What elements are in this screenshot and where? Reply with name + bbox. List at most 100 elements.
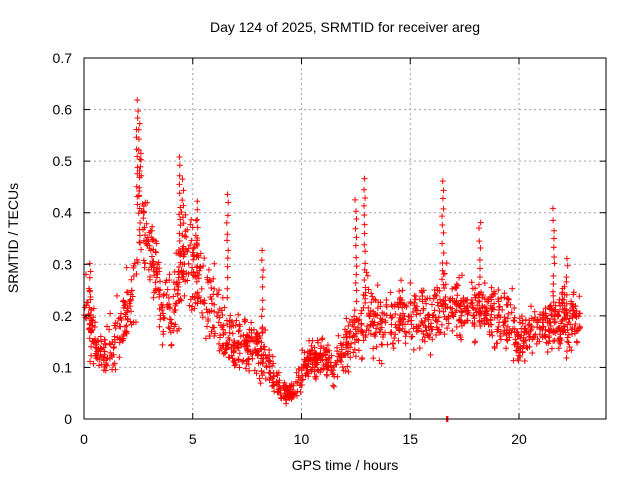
data-point (555, 345, 562, 352)
data-point (234, 344, 241, 351)
spike-point (563, 348, 570, 355)
data-point (489, 332, 496, 339)
data-point (263, 363, 270, 370)
data-point (213, 291, 220, 298)
spike-point (179, 176, 186, 183)
data-point (215, 340, 222, 347)
data-point (128, 287, 135, 294)
data-point (521, 340, 528, 347)
data-point (307, 356, 314, 363)
data-point (452, 283, 459, 290)
y-tick-label: 0.1 (53, 359, 73, 375)
data-point (403, 329, 410, 336)
data-point (205, 266, 212, 273)
data-point (575, 313, 582, 320)
data-point (152, 279, 159, 286)
data-point (367, 330, 374, 337)
data-point (368, 290, 375, 297)
data-point (487, 317, 494, 324)
data-point (402, 333, 409, 340)
data-point (275, 386, 282, 393)
y-tick-label: 0.2 (53, 308, 73, 324)
data-point (569, 313, 576, 320)
spike-point (194, 198, 201, 205)
spike-point (550, 244, 557, 251)
spike-point (194, 289, 201, 296)
data-point (122, 323, 129, 330)
data-point (102, 367, 109, 374)
data-point (219, 312, 226, 319)
data-point (248, 329, 255, 336)
data-point (331, 373, 338, 380)
data-point (116, 354, 123, 361)
data-point (128, 276, 135, 283)
data-point (458, 336, 465, 343)
data-point (481, 279, 488, 286)
data-point (302, 361, 309, 368)
data-point (159, 341, 166, 348)
data-point (156, 305, 163, 312)
data-point (251, 367, 258, 374)
spike-point (179, 197, 186, 204)
data-point (399, 287, 406, 294)
spike-point (439, 240, 446, 247)
spike-point (177, 204, 184, 211)
data-point (274, 372, 281, 379)
data-point (491, 345, 498, 352)
data-point (464, 304, 471, 311)
data-point (510, 317, 517, 324)
data-point (387, 289, 394, 296)
data-point (136, 239, 143, 246)
data-point (188, 216, 195, 223)
data-point (224, 321, 231, 328)
data-point (211, 308, 218, 315)
data-point (477, 323, 484, 330)
data-point (439, 267, 446, 274)
data-point (246, 367, 253, 374)
data-point (475, 305, 482, 312)
data-point (166, 271, 173, 278)
data-point (101, 348, 108, 355)
spike-point (194, 252, 201, 259)
spike-point (476, 256, 483, 263)
data-point (572, 321, 579, 328)
data-point (148, 234, 155, 241)
spike-point (176, 211, 183, 218)
data-point (156, 291, 163, 298)
data-point (188, 237, 195, 244)
data-point (189, 303, 196, 310)
spike-point (88, 352, 95, 359)
data-point (317, 352, 324, 359)
data-point (201, 300, 208, 307)
data-point (187, 296, 194, 303)
data-point (357, 328, 364, 335)
spike-point (353, 271, 360, 278)
data-point (312, 375, 319, 382)
data-point (162, 279, 169, 286)
spike-point (137, 219, 144, 226)
data-point (190, 269, 197, 276)
data-point (91, 319, 98, 326)
data-point (567, 321, 574, 328)
data-point (262, 375, 269, 382)
data-point (457, 302, 464, 309)
data-point (236, 350, 243, 357)
data-point (524, 344, 531, 351)
data-point (168, 341, 175, 348)
data-point (324, 366, 331, 373)
data-point (358, 356, 365, 363)
data-point (509, 325, 516, 332)
data-point (138, 246, 145, 253)
data-point (103, 362, 110, 369)
data-point (325, 355, 332, 362)
data-point (419, 293, 426, 300)
data-point (311, 344, 318, 351)
data-point (103, 356, 110, 363)
spike-point (549, 288, 556, 295)
data-point (282, 383, 289, 390)
data-point (520, 342, 527, 349)
data-point (270, 360, 277, 367)
data-point (123, 330, 130, 337)
data-point (526, 317, 533, 324)
data-point (569, 304, 576, 311)
